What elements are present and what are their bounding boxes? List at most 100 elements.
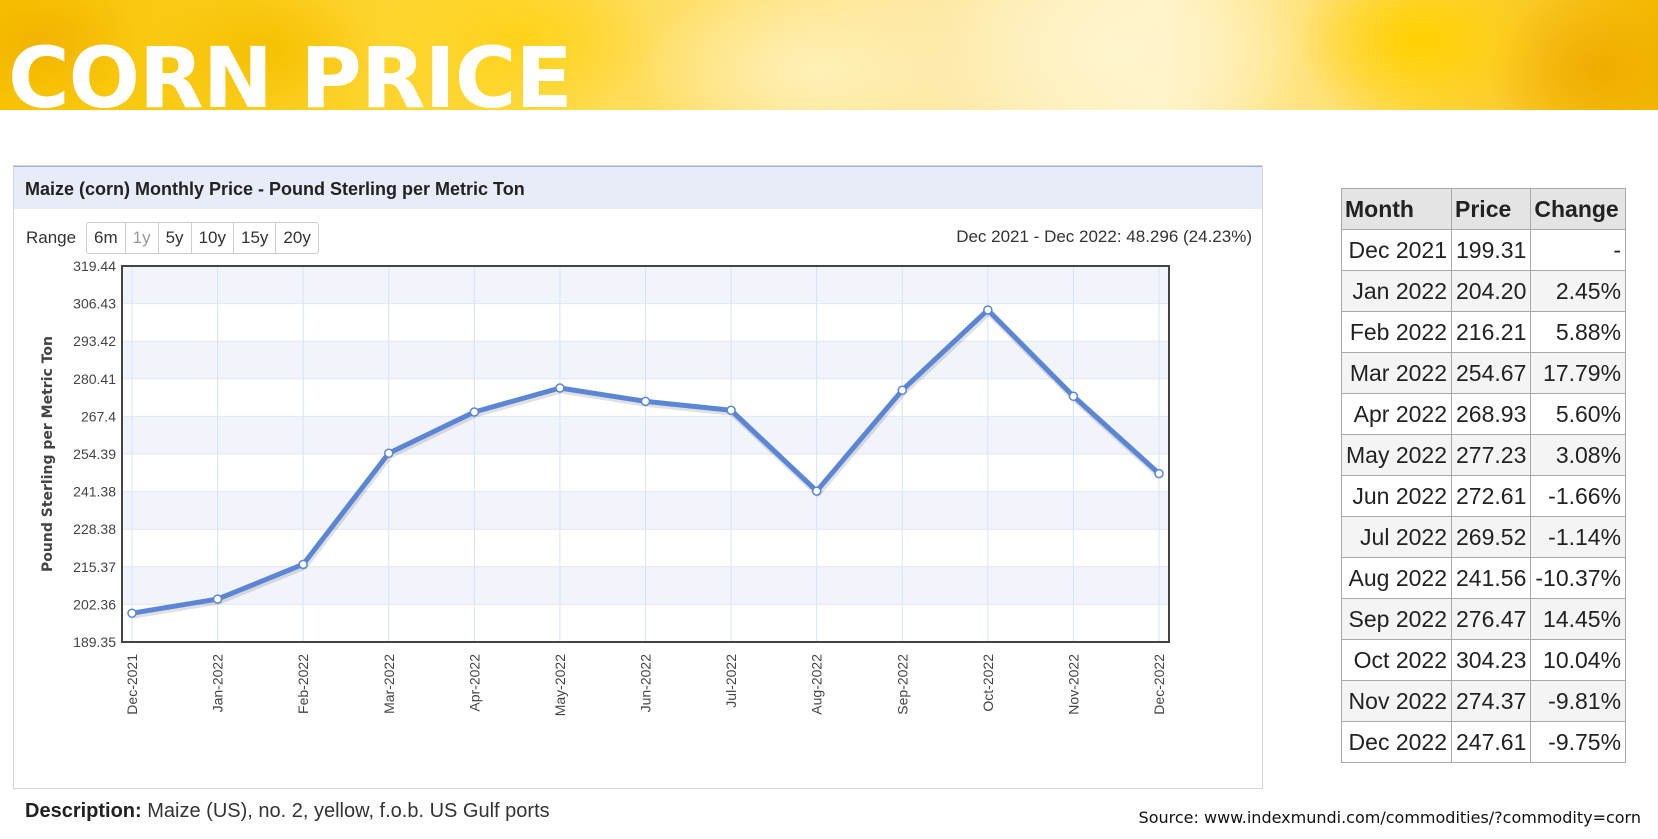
range-button-10y[interactable]: 10y xyxy=(192,223,234,253)
data-point xyxy=(1068,391,1079,402)
y-tick-label: 306.43 xyxy=(73,296,116,312)
table-cell: -1.66% xyxy=(1530,475,1627,517)
table-cell: Sep 2022 xyxy=(1340,598,1453,640)
table-row: Dec 2021 199.31- xyxy=(1340,229,1627,271)
table-cell: Jul 2022 xyxy=(1340,516,1453,558)
table-row: Feb 2022 216.21 5.88% xyxy=(1340,311,1627,353)
description-label: Description: xyxy=(25,800,142,822)
table-cell: May 2022 xyxy=(1340,434,1453,476)
data-point xyxy=(555,383,565,393)
table-cell: 241.56 xyxy=(1451,557,1532,599)
x-tick-label: Mar-2022 xyxy=(381,654,397,714)
description-text: Maize (US), no. 2, yellow, f.o.b. US Gul… xyxy=(147,800,550,822)
table-row: Apr 2022 268.93 5.60% xyxy=(1340,393,1627,435)
table-cell: 199.31 xyxy=(1451,229,1532,271)
x-tick-label: Apr-2022 xyxy=(466,654,482,712)
table-cell: Dec 2021 xyxy=(1340,229,1453,271)
table-cell: -10.37% xyxy=(1530,557,1627,599)
table-row: Nov 2022 274.37 -9.81% xyxy=(1340,680,1627,722)
table-cell: Dec 2022 xyxy=(1340,721,1453,763)
table-cell: 277.23 xyxy=(1451,434,1532,476)
table-cell: 5.60% xyxy=(1530,393,1627,435)
y-tick-label: 215.37 xyxy=(73,559,116,575)
table-cell: Apr 2022 xyxy=(1340,393,1453,435)
table-cell: -9.75% xyxy=(1530,721,1627,763)
y-tick-label: 319.44 xyxy=(73,258,116,274)
data-point xyxy=(897,385,907,395)
data-point xyxy=(212,594,223,604)
table-cell: 2.45% xyxy=(1530,270,1627,312)
x-tick-label: Jan-2022 xyxy=(210,654,226,713)
table-cell: 304.23 xyxy=(1451,639,1532,681)
price-table-header: Month Price Change xyxy=(1340,188,1627,230)
data-point xyxy=(298,559,308,570)
table-cell: 10.04% xyxy=(1530,639,1627,681)
table-cell: Mar 2022 xyxy=(1340,352,1453,394)
y-tick-label: 189.35 xyxy=(73,634,116,650)
y-tick-label: 241.38 xyxy=(73,484,116,500)
table-row: Jun 2022 272.61 -1.66% xyxy=(1340,475,1627,517)
y-tick-label: 280.41 xyxy=(73,371,116,387)
table-cell: Oct 2022 xyxy=(1340,639,1453,681)
table-row: Jan 2022 204.20 2.45% xyxy=(1340,270,1627,312)
table-cell: - xyxy=(1530,229,1627,271)
x-tick-label: Jun-2022 xyxy=(638,654,654,713)
x-tick-label: Jul-2022 xyxy=(723,654,739,708)
table-cell: 268.93 xyxy=(1451,393,1532,435)
table-cell: 3.08% xyxy=(1530,434,1627,476)
table-cell: 269.52 xyxy=(1451,516,1532,558)
table-cell: 272.61 xyxy=(1451,475,1532,517)
table-row: Sep 2022 276.47 14.45% xyxy=(1340,598,1627,640)
data-point xyxy=(640,396,651,407)
table-cell: Aug 2022 xyxy=(1340,557,1453,599)
y-tick-label: 202.36 xyxy=(73,596,116,612)
table-cell: Jun 2022 xyxy=(1340,475,1453,517)
data-point xyxy=(726,405,736,416)
price-line-chart: 189.35 202.36 215.37 228.38 241.38 254.39 267.… xyxy=(40,258,1170,716)
range-button-6m[interactable]: 6m xyxy=(87,223,126,253)
range-selector: 6m 1y 5y 10y 15y 20y xyxy=(86,222,319,254)
data-point xyxy=(1154,468,1164,479)
data-point xyxy=(811,486,822,496)
x-tick-label: Oct-2022 xyxy=(980,654,996,712)
range-button-15y[interactable]: 15y xyxy=(234,223,277,253)
x-tick-label: Dec-2021 xyxy=(124,654,140,715)
table-cell: 5.88% xyxy=(1530,311,1627,353)
table-cell: 17.79% xyxy=(1530,352,1627,394)
x-tick-label: Aug-2022 xyxy=(809,654,825,715)
y-tick-label: 267.4 xyxy=(81,408,116,424)
table-row: Dec 2022 247.61 -9.75% xyxy=(1340,721,1627,763)
table-cell: Feb 2022 xyxy=(1340,311,1453,353)
data-point xyxy=(384,448,394,458)
y-tick-label: 228.38 xyxy=(73,521,116,537)
table-cell: 276.47 xyxy=(1451,598,1532,640)
chart-panel: Maize (corn) Monthly Price - Pound Sterl… xyxy=(13,165,1263,789)
table-cell: 216.21 xyxy=(1451,311,1532,353)
table-cell: -9.81% xyxy=(1530,680,1627,722)
range-button-20y[interactable]: 20y xyxy=(283,228,311,247)
range-button-1y[interactable]: 1y xyxy=(126,223,159,253)
table-cell: 254.67 xyxy=(1451,352,1532,394)
y-axis-label: Pound Sterling per Metric Ton xyxy=(40,336,56,572)
table-header-cell: Change xyxy=(1530,188,1627,230)
table-row: Mar 2022 254.67 17.79% xyxy=(1340,352,1627,394)
range-button-5y[interactable]: 5y xyxy=(159,223,192,253)
source-note: Source: www.indexmundi.com/commodities/?… xyxy=(1138,808,1641,827)
chart-header: Maize (corn) Monthly Price - Pound Sterl… xyxy=(14,166,1262,209)
price-table: Month Price Change Dec 2021 199.31- Jan 2022… xyxy=(1340,188,1627,763)
table-cell: 14.45% xyxy=(1530,598,1627,640)
table-cell: Nov 2022 xyxy=(1340,680,1453,722)
table-row: Jul 2022 269.52 -1.14% xyxy=(1340,516,1627,558)
table-cell: -1.14% xyxy=(1530,516,1627,558)
table-cell: Jan 2022 xyxy=(1340,270,1453,312)
table-row: Oct 2022 304.23 10.04% xyxy=(1340,639,1627,681)
description: Description: Maize (US), no. 2, yellow, … xyxy=(25,800,550,823)
table-row: May 2022 277.23 3.08% xyxy=(1340,434,1627,476)
chart-title: Maize (corn) Monthly Price - Pound Sterl… xyxy=(25,179,525,199)
x-tick-label: Dec-2022 xyxy=(1151,654,1167,715)
table-row: Aug 2022 241.56 -10.37% xyxy=(1340,557,1627,599)
range-label: Range xyxy=(26,228,77,247)
table-cell: 274.37 xyxy=(1451,680,1532,722)
y-tick-label: 293.42 xyxy=(73,333,116,349)
x-tick-label: Feb-2022 xyxy=(295,654,311,714)
